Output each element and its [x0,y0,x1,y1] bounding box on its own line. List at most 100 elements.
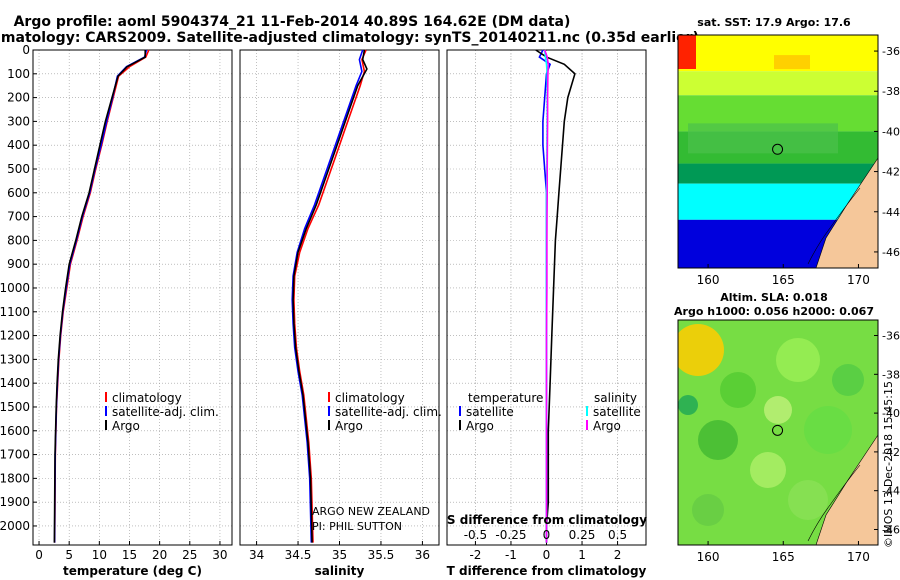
y-tick-label: 1900 [0,495,30,509]
map-y-tick-label: -38 [882,85,900,98]
x-tick-label: 2 [614,548,622,562]
land-new-zealand [815,434,878,545]
x-tick-label: 20 [152,548,167,562]
figure-title-line2: Climatology: CARS2009. Satellite-adjuste… [0,30,699,46]
series-salinity-argo [543,49,550,543]
land-new-zealand [815,157,878,268]
sst-band [678,71,878,96]
x-tick-label: 5 [65,548,73,562]
map-field [678,35,878,268]
map-x-tick-label: 160 [697,273,720,287]
legend-label: satellite [593,405,641,419]
y-tick-label: 400 [7,138,30,152]
sst-patch [688,123,838,154]
y-tick-label: 1400 [0,376,30,390]
sla-blob [678,395,698,415]
top-tick-label: -0.5 [464,528,487,542]
map-field [678,320,878,545]
difference-panel: -2 -1 0 1 2 T difference from climatology temp… [446,49,647,578]
top-tick-label: 0.5 [608,528,627,542]
figure-title-line1: Argo profile: aoml 5904374_21 11-Feb-201… [14,14,571,30]
sla-blob [776,338,820,382]
y-tick-label: 100 [7,67,30,81]
legend-label: Argo [593,419,621,433]
series-argo [53,50,146,543]
y-tick-label: 1800 [0,471,30,485]
top-tick-label: 0 [543,528,551,542]
series-argo [292,49,368,543]
map-y-tick-label: -40 [882,125,900,138]
sla-map-title1: Altim. SLA: 0.018 [720,291,827,304]
y-tick-label: 1100 [0,305,30,319]
temperature-panel: 0 5 10 15 20 25 30 temperature (deg C) 0 100 200 30… [0,43,233,578]
series-satellite-adj-clim- [53,49,148,543]
x-axis-label: T difference from climatology [447,564,647,578]
map-x-tick-label: 170 [847,273,870,287]
legend-label: climatology [112,391,182,405]
sla-map: 160 165 170 -36 -38 -40 -42 -44 -46 [677,319,900,564]
sla-blob [698,420,738,460]
y-tick-label: 1700 [0,448,30,462]
map-y-tick-label: -40 [882,407,900,420]
x-tick-label: 10 [92,548,107,562]
y-tick-label: 1600 [0,424,30,438]
sst-band [678,163,878,184]
map-y-tick-label: -46 [882,246,900,259]
map-y-tick-label: -44 [882,485,900,498]
y-tick-label: 700 [7,210,30,224]
x-axis-label: temperature (deg C) [63,564,202,578]
salinity-panel: 34 34.5 35 35.5 36 salinity climatologysatelli… [239,49,442,578]
legend-title-temperature: temperature [468,391,543,405]
x-tick-label: -2 [469,548,481,562]
sla-blob [720,372,756,408]
map-y-tick-label: -44 [882,206,900,219]
x-tick-label: -1 [505,548,517,562]
map-x-tick-label: 160 [697,550,720,564]
x-tick-label: 25 [182,548,197,562]
legend-label: Argo [112,419,140,433]
map-x-tick-label: 165 [772,550,795,564]
series-temperature-argo [535,49,576,543]
map-y-tick-label: -38 [882,368,900,381]
x-tick-label: 30 [212,548,227,562]
timestamp: ©IMOS 13-Dec-2018 15:45:15 [882,381,895,548]
sla-blob [764,396,792,424]
legend-label: climatology [335,391,405,405]
sla-blob [750,452,786,488]
map-frame [677,319,879,546]
sla-blob [832,364,864,396]
bathymetry-contour [807,464,861,542]
legend-label: satellite [466,405,514,419]
map-frame [677,34,879,269]
legend-title-salinity: salinity [594,391,637,405]
y-tick-label: 2000 [0,519,30,533]
x-tick-label: 34.5 [285,548,312,562]
legend-label: Argo [466,419,494,433]
x-tick-label: 0 [543,548,551,562]
y-tick-label: 300 [7,114,30,128]
top-tick-label: 0.25 [569,528,596,542]
y-tick-label: 0 [22,43,30,57]
x-tick-label: 15 [122,548,137,562]
map-y-tick-label: -36 [882,330,900,343]
x-tick-label: 36 [415,548,430,562]
map-y-tick-label: -42 [882,446,900,459]
x-axis-label: salinity [315,564,365,578]
sst-warm-patch [774,55,810,70]
credit-line2: PI: PHIL SUTTON [312,520,402,533]
sst-map: 160 165 170 -36 -38 -40 -42 -44 -46 [677,34,900,287]
top-axis-label: S difference from climatology [447,513,647,527]
float-position-marker [772,424,784,436]
y-tick-label: 1000 [0,281,30,295]
x-tick-label: 0 [35,548,43,562]
bathymetry-contour [807,187,861,265]
series-climatology [53,49,150,543]
sst-warm-patch [678,35,696,69]
legend-label: Argo [335,419,363,433]
legend-label: satellite-adj. clim. [112,405,219,419]
sla-blob [692,494,724,526]
series-climatology [293,49,367,543]
map-x-tick-label: 170 [847,550,870,564]
x-tick-label: 35 [332,548,347,562]
float-position-marker [772,143,784,155]
